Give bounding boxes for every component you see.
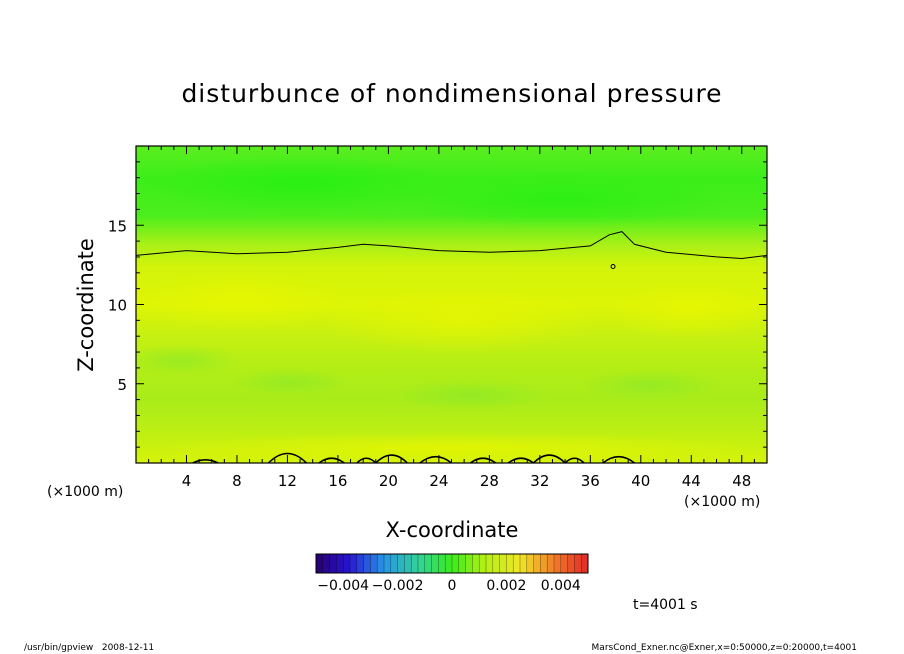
colorbar-swatch (492, 554, 500, 573)
x-tick-label: 32 (530, 472, 549, 490)
contour-surface-bump (318, 457, 345, 463)
field-blob (390, 172, 730, 228)
contour-surface-bump (375, 454, 408, 463)
colorbar-swatch (560, 554, 568, 573)
x-tick-label: 40 (631, 472, 650, 490)
contour-surface-bump (602, 455, 636, 463)
field-blob (230, 368, 350, 396)
colorbar-swatch (377, 554, 385, 573)
y-axis-ticks: 5 10 15 (108, 161, 767, 448)
contour-ring (610, 263, 616, 269)
colorbar-swatch (506, 554, 514, 573)
field-blob (390, 379, 550, 411)
colorbar-swatch (438, 554, 446, 573)
colorbar-labels: −0.004 −0.002 0 0.002 0.004 (317, 578, 581, 594)
colorbar-swatch (411, 554, 419, 573)
colorbar-tick-label: 0.002 (486, 578, 526, 594)
colorbar-swatch (322, 554, 330, 573)
heatmap-field (136, 146, 767, 463)
colorbar-swatch (472, 554, 480, 573)
field-blob (140, 432, 760, 463)
colorbar-swatch (356, 554, 364, 573)
field-blob (136, 344, 240, 376)
colorbar-swatch (567, 554, 575, 573)
colorbar-swatch (363, 554, 371, 573)
colorbar-swatch (343, 554, 351, 573)
x-axis-unit-left: (×1000 m) (47, 484, 123, 500)
x-axis-title: X-coordinate (386, 518, 519, 542)
field-blob (580, 369, 720, 401)
colorbar-swatch (574, 554, 582, 573)
x-axis-unit-right: (×1000 m) (684, 494, 760, 510)
colorbar-swatch (316, 554, 324, 573)
colorbar-tick-label: −0.004 (317, 578, 369, 594)
colorbar-swatch (547, 554, 555, 573)
footer-right: MarsCond_Exner.nc@Exner,x=0:50000,z=0:20… (592, 643, 857, 653)
colorbar-swatch (384, 554, 392, 573)
y-axis-title: Z-coordinate (74, 238, 98, 372)
x-tick-label: 24 (429, 472, 448, 490)
colorbar-swatch (458, 554, 466, 573)
colorbar-swatch (520, 554, 528, 573)
colorbar-swatch (397, 554, 405, 573)
colorbar-swatch (329, 554, 337, 573)
time-label: t=4001 s (633, 597, 698, 613)
x-tick-label: 16 (328, 472, 347, 490)
x-tick-label: 8 (232, 472, 242, 490)
colorbar-swatch (499, 554, 507, 573)
colorbar-swatch (431, 554, 439, 573)
contour-line-upper (136, 231, 767, 260)
colorbar-swatch (445, 554, 453, 573)
colorbar-swatch (418, 554, 426, 573)
x-axis-ticks: 4 8 12 16 20 24 28 32 36 40 44 48 (148, 146, 755, 490)
footer-left: /usr/bin/gpview 2008-12-11 (24, 643, 154, 653)
colorbar-swatch (452, 554, 460, 573)
colorbar-swatch (486, 554, 494, 573)
contour-surface-bump (564, 457, 585, 463)
colorbar-swatch (404, 554, 412, 573)
contour-surface-bump (469, 457, 497, 463)
contour-surface-bump (356, 457, 377, 463)
x-tick-label: 48 (732, 472, 751, 490)
contour-surface-bump (419, 455, 453, 463)
chart-title: disturbunce of nondimensional pressure (181, 79, 722, 108)
colorbar-swatch (540, 554, 548, 573)
colorbar-tick-label: 0 (448, 578, 457, 594)
y-tick-label: 5 (117, 376, 127, 394)
colorbar-tick-label: 0.004 (541, 578, 581, 594)
colorbar-swatch (336, 554, 344, 573)
field-blob (320, 286, 600, 354)
field-blob (150, 155, 450, 215)
y-tick-label: 10 (108, 297, 127, 315)
y-tick-label: 15 (108, 217, 127, 235)
x-tick-label: 20 (379, 472, 398, 490)
colorbar-swatch (350, 554, 358, 573)
colorbar-swatch (479, 554, 487, 573)
field-blob (136, 270, 350, 330)
field-blob (610, 280, 767, 340)
colorbar-swatch (370, 554, 378, 573)
contour-surface-bump (532, 454, 566, 463)
contour-surface-bump (192, 459, 219, 463)
contour-lines (136, 231, 767, 463)
colorbar-frame (315, 553, 589, 574)
x-tick-label: 36 (581, 472, 600, 490)
contour-surface-bump (267, 452, 307, 463)
x-tick-label: 4 (182, 472, 192, 490)
x-tick-label: 28 (480, 472, 499, 490)
colorbar-swatch (554, 554, 562, 573)
colorbar-swatch (526, 554, 534, 573)
colorbar-swatch (465, 554, 473, 573)
colorbar-swatch (424, 554, 432, 573)
x-tick-label: 12 (278, 472, 297, 490)
x-tick-label: 44 (682, 472, 701, 490)
contour-surface-bump (507, 457, 534, 463)
colorbar-swatch (581, 554, 589, 573)
colorbar-swatch (390, 554, 398, 573)
colorbar-tick-label: −0.002 (372, 578, 424, 594)
colorbar (316, 554, 589, 573)
colorbar-swatch (513, 554, 521, 573)
colorbar-swatch (533, 554, 541, 573)
